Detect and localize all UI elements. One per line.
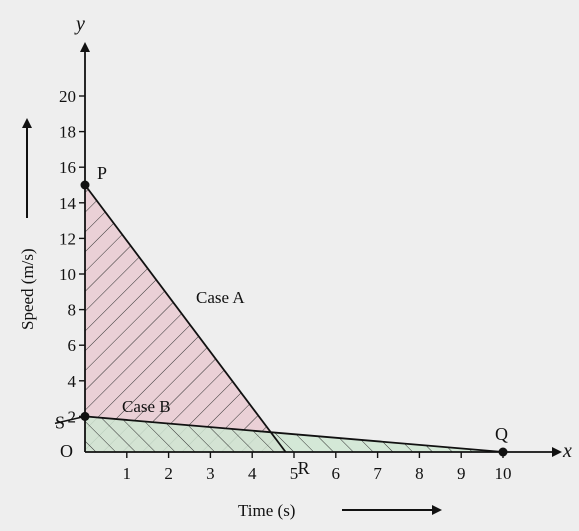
labelled-points: P Q R S — [55, 163, 508, 478]
case-b-label: Case B — [122, 397, 171, 416]
x-tick: 10 — [495, 452, 512, 483]
y-tick: 10 — [59, 265, 85, 284]
x-tick-label: 5 — [290, 464, 299, 483]
point-label: R — [298, 458, 310, 478]
y-tick: 12 — [59, 229, 85, 248]
case-b-line — [84, 415, 504, 453]
x-tick: 8 — [415, 452, 424, 483]
x-axis-title: Time (s) — [238, 501, 295, 520]
y-tick-label: 2 — [68, 407, 77, 426]
point-marker — [80, 411, 90, 421]
case-a-line — [84, 184, 287, 453]
y-tick-label: 12 — [59, 229, 76, 248]
y-tick: 16 — [59, 158, 85, 177]
x-tick-label: 9 — [457, 464, 466, 483]
x-tick-label: 6 — [332, 464, 341, 483]
s-lead-line — [54, 415, 86, 425]
y-tick-label: 14 — [59, 194, 77, 213]
x-tick: 9 — [457, 452, 466, 483]
x-tick-label: 4 — [248, 464, 257, 483]
y-tick-label: 4 — [68, 372, 77, 391]
y-tick: 20 — [59, 87, 85, 106]
x-tick-label: 2 — [164, 464, 173, 483]
x-tick-label: 10 — [495, 464, 512, 483]
point-p: P — [80, 163, 107, 190]
case-a-label: Case A — [196, 288, 245, 307]
x-ticks: 1 2 3 4 5 6 7 8 9 10 — [123, 452, 512, 483]
point-q: Q — [495, 424, 508, 457]
y-tick-label: 10 — [59, 265, 76, 284]
x-tick-label: 3 — [206, 464, 215, 483]
x-tick: 1 — [123, 452, 132, 483]
y-tick: 8 — [68, 301, 85, 320]
y-axis-title: Speed (m/s) — [18, 248, 37, 330]
x-tick: 7 — [373, 452, 382, 483]
x-tick: 2 — [164, 452, 173, 483]
x-tick: 6 — [332, 452, 341, 483]
y-tick-label: 6 — [68, 336, 77, 355]
y-tick-label: 8 — [68, 301, 77, 320]
x-tick-label: 1 — [123, 464, 132, 483]
y-axis-name: y — [74, 13, 85, 35]
point-s: S — [55, 411, 90, 432]
point-label: P — [97, 163, 107, 183]
point-r: R — [298, 458, 310, 478]
x-axis-name: x — [562, 440, 572, 462]
y-tick: 18 — [59, 123, 85, 142]
x-tick: 5 — [290, 452, 299, 483]
point-marker — [80, 180, 90, 190]
y-tick: 4 — [68, 372, 85, 391]
point-label: S — [55, 412, 65, 432]
x-tick: 4 — [248, 452, 257, 483]
y-tick-label: 18 — [59, 123, 76, 142]
point-marker — [498, 447, 508, 457]
x-tick-label: 7 — [373, 464, 382, 483]
y-tick-label: 20 — [59, 87, 76, 106]
x-tick-label: 8 — [415, 464, 424, 483]
point-label: Q — [495, 424, 508, 444]
y-tick: 6 — [68, 336, 85, 355]
origin-label: O — [60, 441, 73, 461]
x-tick: 3 — [206, 452, 215, 483]
y-tick: 14 — [59, 194, 85, 213]
y-tick-label: 16 — [59, 158, 76, 177]
series-lines — [54, 184, 504, 453]
y-ticks: 2 4 6 8 10 12 14 16 18 20 — [59, 87, 85, 426]
